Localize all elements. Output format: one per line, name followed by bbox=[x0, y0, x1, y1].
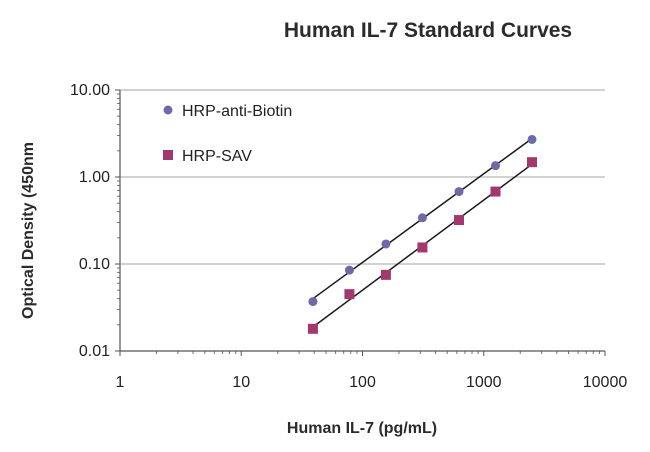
y-tick-labels: 0.01 0.10 1.00 10.00 bbox=[70, 82, 110, 360]
data-point bbox=[308, 297, 318, 307]
x-axis-title: Human IL-7 (pg/mL) bbox=[287, 420, 437, 437]
y-tick-label: 0.01 bbox=[79, 343, 110, 360]
y-tick-label: 10.00 bbox=[70, 82, 110, 99]
legend-marker bbox=[163, 105, 173, 115]
y-tick-label: 0.10 bbox=[79, 256, 110, 273]
data-point bbox=[381, 239, 391, 249]
legend: HRP-anti-Biotin HRP-SAV bbox=[163, 103, 292, 165]
x-tick-label: 1 bbox=[116, 374, 125, 391]
legend-marker bbox=[163, 150, 173, 160]
data-point bbox=[454, 215, 465, 226]
data-point bbox=[344, 265, 354, 275]
data-point bbox=[380, 269, 391, 280]
data-point bbox=[527, 157, 538, 168]
data-point bbox=[491, 161, 501, 171]
x-tick-label: 100 bbox=[349, 374, 376, 391]
data-point bbox=[454, 187, 464, 197]
y-axis-title: Optical Density (450nm bbox=[20, 142, 37, 319]
data-point bbox=[417, 242, 428, 253]
data-points bbox=[307, 134, 538, 334]
data-point bbox=[527, 134, 537, 144]
x-tick-labels: 1 10 100 1000 10000 bbox=[116, 374, 628, 391]
legend-label: HRP-SAV bbox=[182, 148, 252, 165]
data-point bbox=[344, 289, 355, 300]
chart-title: Human IL-7 Standard Curves bbox=[284, 19, 572, 42]
data-point bbox=[417, 213, 427, 223]
x-tick-label: 10000 bbox=[583, 374, 628, 391]
x-tick-label: 10 bbox=[232, 374, 250, 391]
data-point bbox=[307, 323, 318, 334]
y-tick-label: 1.00 bbox=[79, 169, 110, 186]
data-point bbox=[490, 186, 501, 197]
gridlines bbox=[120, 89, 605, 265]
legend-label: HRP-anti-Biotin bbox=[182, 103, 292, 120]
axes bbox=[115, 89, 606, 356]
x-tick-label: 1000 bbox=[466, 374, 502, 391]
